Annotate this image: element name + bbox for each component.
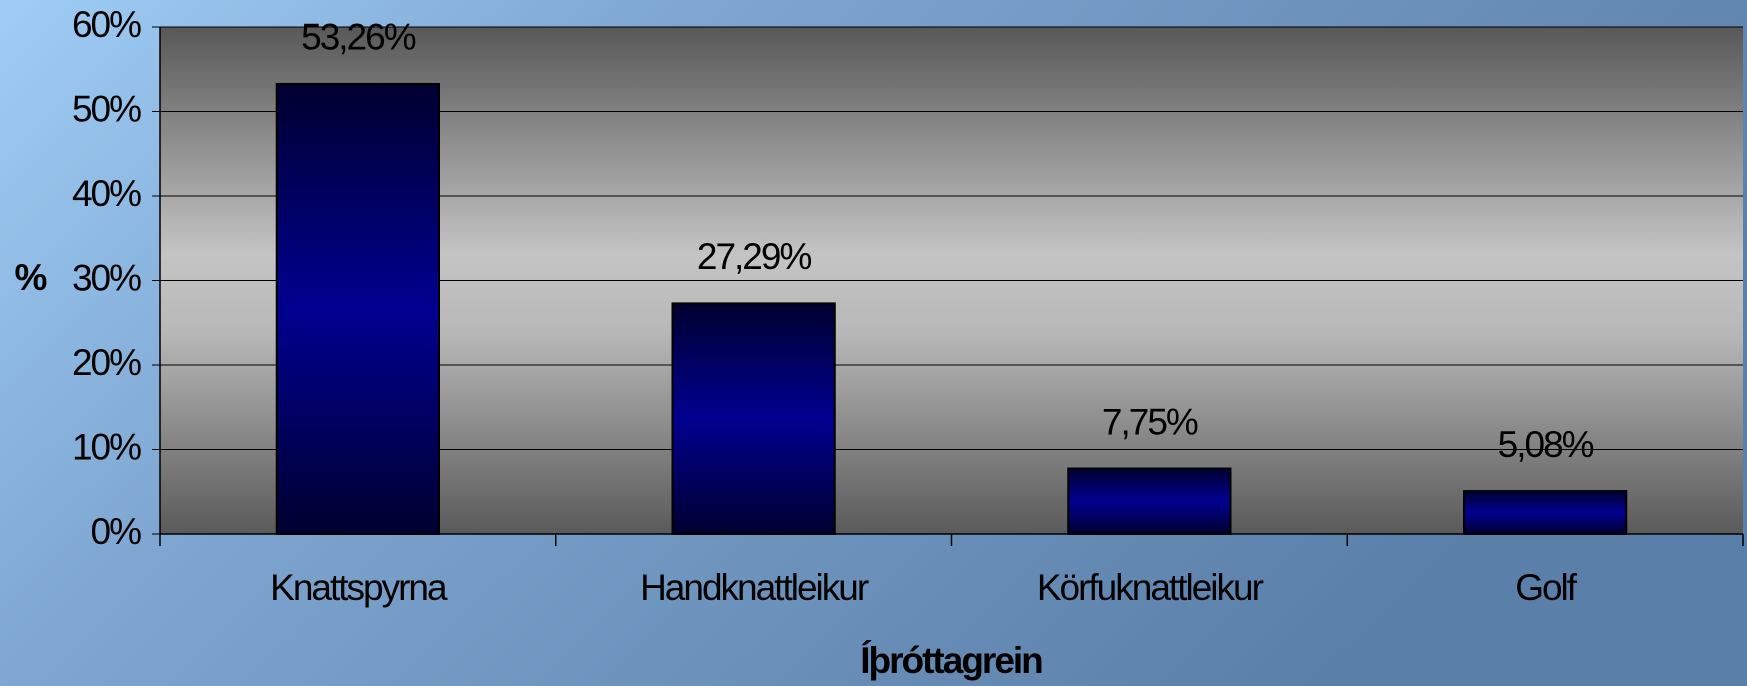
- data-label: 7,75%: [1102, 401, 1198, 442]
- bar: [1462, 490, 1628, 536]
- y-axis-label: %: [15, 257, 47, 298]
- x-tick-label: Körfuknattleikur: [1037, 567, 1264, 608]
- y-tick-label: 0%: [91, 511, 142, 552]
- data-label: 53,26%: [301, 17, 416, 58]
- y-tick-label: 20%: [72, 342, 141, 383]
- bar: [671, 302, 836, 535]
- y-tick-label: 10%: [72, 426, 141, 467]
- y-tick-label: 50%: [72, 88, 141, 129]
- x-tick-label: Golf: [1515, 567, 1578, 608]
- data-label: 27,29%: [697, 236, 812, 277]
- y-tick-label: 60%: [72, 4, 141, 45]
- bar: [1067, 467, 1232, 536]
- x-tick-label: Handknattleikur: [640, 567, 869, 608]
- x-tick-label: Knattspyrna: [270, 567, 448, 608]
- bar: [275, 82, 441, 535]
- y-tick-label: 40%: [72, 173, 141, 214]
- data-label: 5,08%: [1498, 424, 1594, 465]
- x-axis-label: Íþróttagrein: [860, 640, 1042, 681]
- y-tick-label: 30%: [72, 257, 141, 298]
